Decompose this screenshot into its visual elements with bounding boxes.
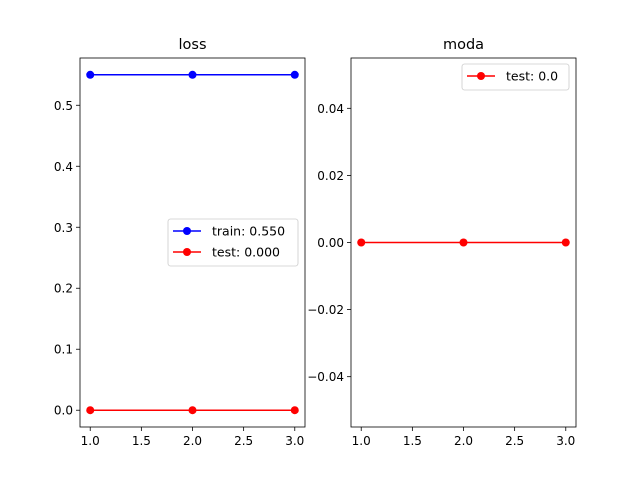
- x-tick-label: 1.5: [403, 434, 422, 448]
- subplot-1: loss 1.0 1.5 2.0 2.5 3.0 0.0 0.1 0.2 0.3 0.4 0.5 tra…: [54, 37, 306, 448]
- legend-label: test: 0.000: [212, 245, 280, 260]
- legend-marker: [183, 248, 191, 256]
- y-tick-label: 0.00: [317, 236, 344, 250]
- x-tick-label: 2.5: [234, 434, 253, 448]
- x-tick-label: 2.5: [505, 434, 524, 448]
- x-tick-label: 3.0: [556, 434, 575, 448]
- x-tick-label: 2.0: [454, 434, 473, 448]
- legend: train: 0.550 test: 0.000: [167, 218, 299, 267]
- data-point: [459, 238, 468, 247]
- data-point: [357, 238, 366, 247]
- legend-label: test: 0.0: [506, 69, 558, 84]
- y-tick-label: 0.5: [54, 99, 73, 113]
- data-point: [188, 70, 197, 79]
- data-point: [290, 70, 299, 79]
- plot-frame: [79, 57, 306, 428]
- legend-marker: [183, 227, 191, 235]
- legend-marker: [477, 72, 485, 80]
- subplot-2: moda 1.0 1.5 2.0 2.5 3.0 −0.04 −0.02 0.00 0.02 0.0…: [307, 37, 577, 448]
- y-tick-label: 0.2: [54, 282, 73, 296]
- chart-title: loss: [178, 37, 206, 53]
- y-tick-label: 0.1: [54, 343, 73, 357]
- y-tick-label: −0.02: [307, 303, 344, 317]
- y-tick-label: 0.0: [54, 404, 73, 418]
- y-tick-label: 0.3: [54, 221, 73, 235]
- legend: test: 0.0: [461, 63, 570, 91]
- legend-box: [461, 63, 570, 91]
- x-tick-label: 1.0: [352, 434, 371, 448]
- data-point: [188, 406, 197, 415]
- y-tick-label: 0.4: [54, 160, 73, 174]
- x-tick-label: 1.5: [132, 434, 151, 448]
- y-tick-label: −0.04: [307, 370, 344, 384]
- data-point: [290, 406, 299, 415]
- data-point: [561, 238, 570, 247]
- x-tick-label: 3.0: [285, 434, 304, 448]
- data-point: [86, 70, 95, 79]
- chart-title: moda: [443, 37, 484, 53]
- x-tick-label: 1.0: [81, 434, 100, 448]
- plot-frame: [350, 57, 577, 428]
- y-tick-label: 0.04: [317, 102, 344, 116]
- data-point: [86, 406, 95, 415]
- x-tick-label: 2.0: [183, 434, 202, 448]
- y-tick-label: 0.02: [317, 169, 344, 183]
- legend-label: train: 0.550: [212, 224, 285, 239]
